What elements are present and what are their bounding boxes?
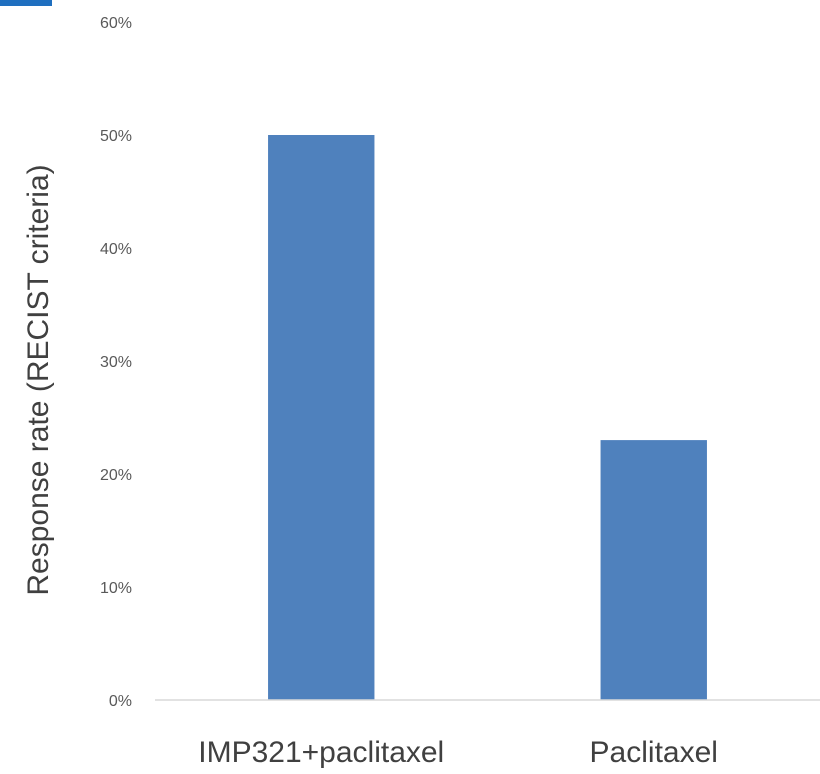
bar	[268, 135, 375, 700]
y-tick-label: 10%	[100, 580, 132, 597]
y-tick-label: 60%	[100, 15, 132, 32]
bar	[600, 440, 707, 700]
y-tick-label: 50%	[100, 128, 132, 145]
x-category-label: Paclitaxel	[590, 736, 718, 769]
bars	[268, 135, 707, 700]
corner-accent	[0, 0, 52, 6]
y-axis-ticks: 0% 10% 20% 30% 40% 50% 60%	[100, 15, 132, 710]
y-axis-title: Response rate (RECIST criteria)	[22, 164, 55, 595]
y-tick-label: 30%	[100, 354, 132, 371]
y-tick-label: 20%	[100, 467, 132, 484]
x-axis-labels: IMP321+paclitaxel Paclitaxel	[198, 736, 718, 769]
y-tick-label: 40%	[100, 241, 132, 258]
x-category-label: IMP321+paclitaxel	[198, 736, 444, 769]
y-tick-label: 0%	[109, 693, 132, 710]
